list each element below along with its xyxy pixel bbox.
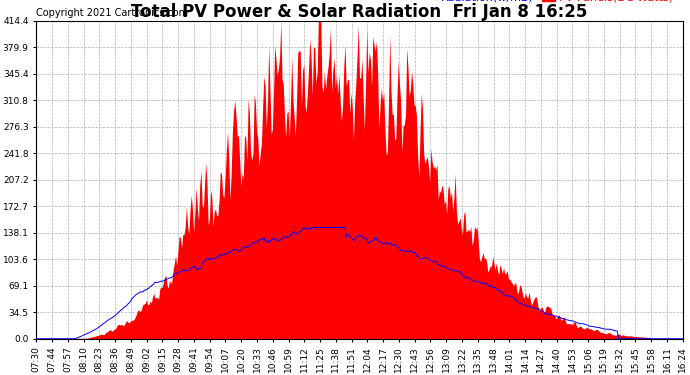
- Title: Total PV Power & Solar Radiation  Fri Jan 8 16:25: Total PV Power & Solar Radiation Fri Jan…: [131, 3, 588, 21]
- Text: Copyright 2021 Cartronics.com: Copyright 2021 Cartronics.com: [37, 8, 188, 18]
- Legend: Radiation(w/m2), PV Panels(DC Watts): Radiation(w/m2), PV Panels(DC Watts): [420, 0, 677, 7]
